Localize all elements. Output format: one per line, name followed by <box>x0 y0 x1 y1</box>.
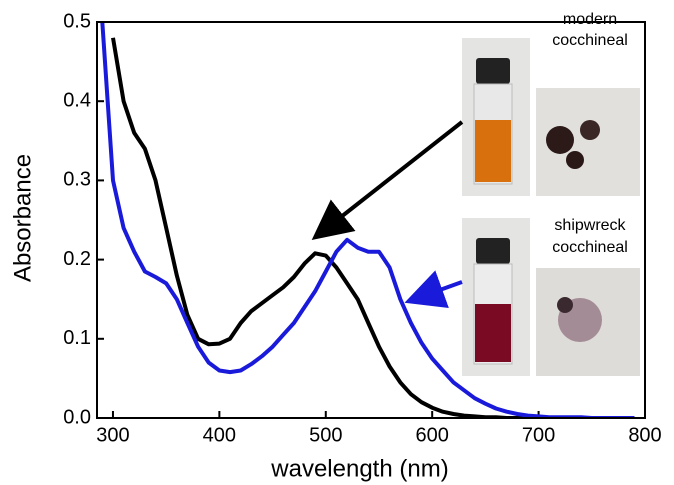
annotation: cocchineal <box>552 32 628 49</box>
y-tick-label: 0.4 <box>63 89 91 111</box>
arrow <box>318 122 462 235</box>
y-tick-label: 0.3 <box>63 169 91 191</box>
x-tick-label: 300 <box>96 424 129 446</box>
chart: modern cocchineal shipwreck cocchineal w… <box>0 0 674 485</box>
photos <box>462 38 640 376</box>
annotation: shipwreck <box>554 217 626 234</box>
arrow <box>412 282 462 300</box>
y-tick-label: 0.1 <box>63 327 91 349</box>
x-tick-label: 600 <box>415 424 448 446</box>
x-tick-label: 700 <box>522 424 555 446</box>
x-tick-label: 400 <box>203 424 236 446</box>
x-tick-label: 800 <box>628 424 661 446</box>
annotation: modern <box>563 11 617 28</box>
y-tick-label: 0.0 <box>63 406 91 428</box>
x-axis-label: wavelength (nm) <box>270 455 448 482</box>
y-tick-label: 0.2 <box>63 248 91 270</box>
annotation: cocchineal <box>552 239 628 256</box>
x-tick-label: 500 <box>309 424 342 446</box>
y-axis-label: Absorbance <box>9 154 36 282</box>
y-tick-label: 0.5 <box>63 10 91 32</box>
